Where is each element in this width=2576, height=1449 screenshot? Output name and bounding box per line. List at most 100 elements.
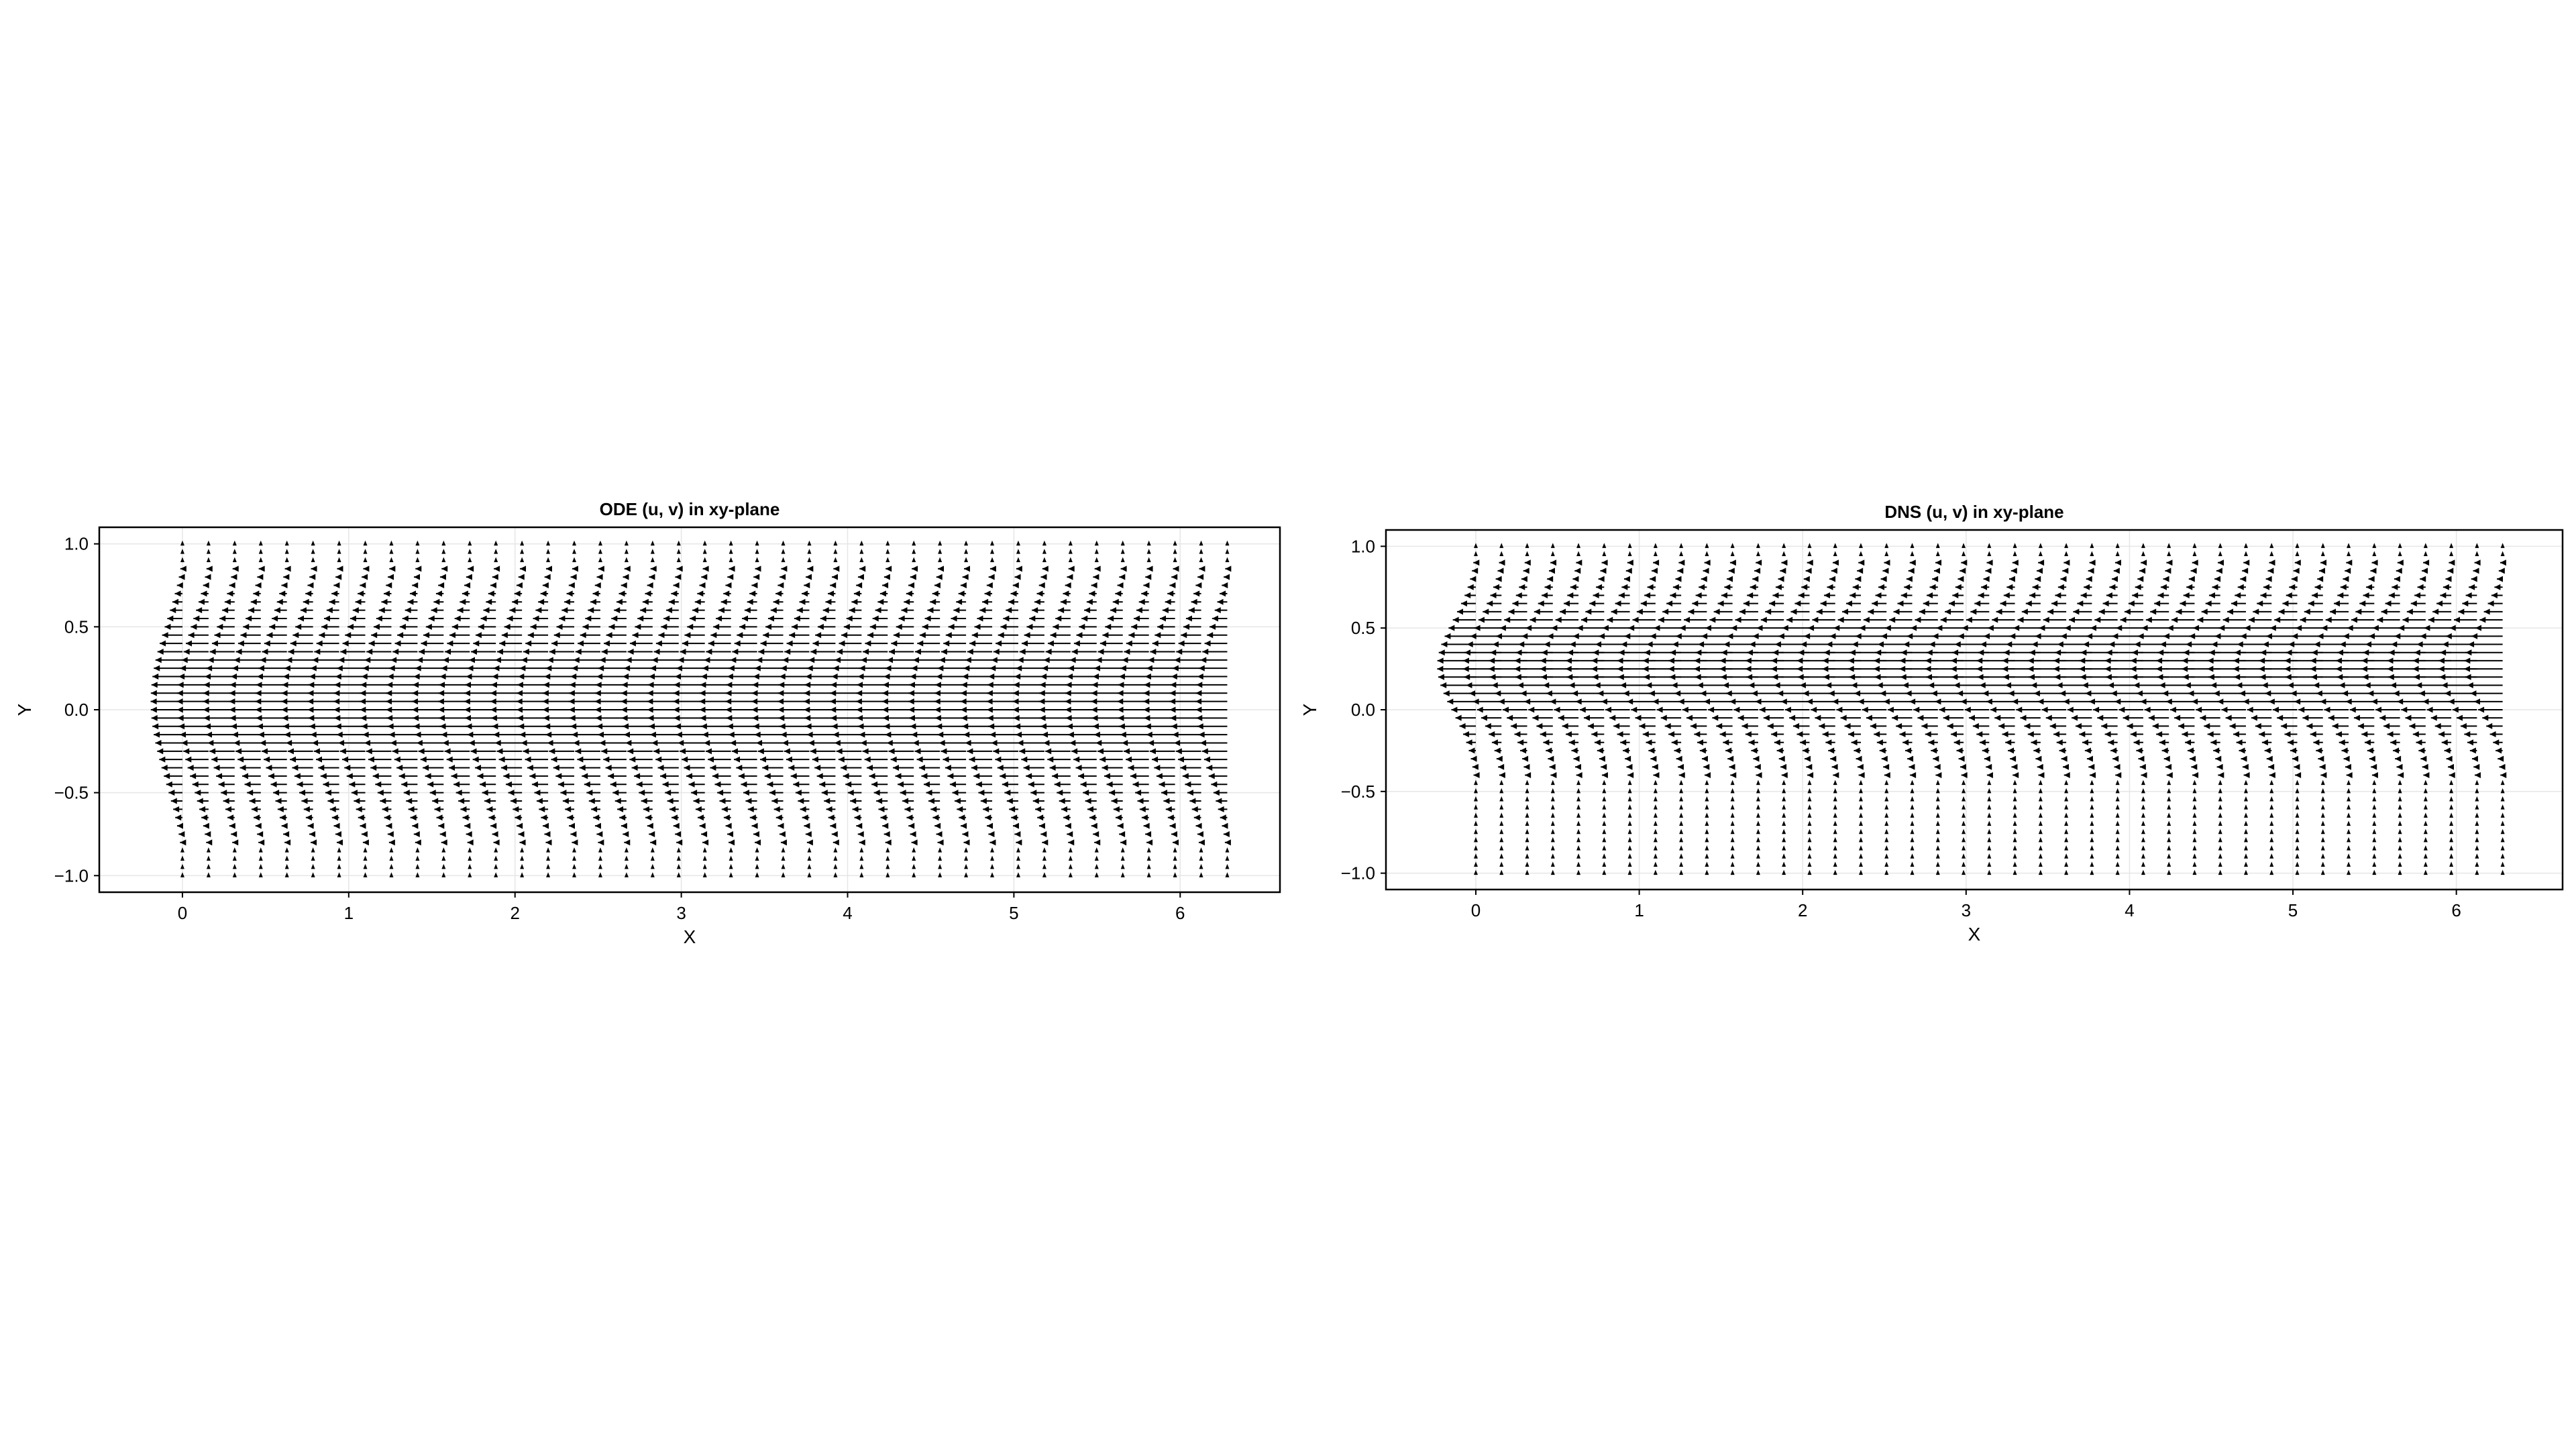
quiver-arrow: [412, 582, 419, 589]
arrow-head: [490, 698, 496, 705]
quiver-arrow: [749, 590, 757, 597]
arrow-head: [387, 830, 394, 837]
quiver-arrow: [608, 623, 627, 630]
arrow-head: [363, 855, 368, 861]
arrow-head: [542, 582, 549, 589]
quiver-arrow: [493, 839, 500, 846]
quiver-arrow: [826, 806, 836, 812]
arrow-head: [1084, 607, 1091, 614]
arrow-head: [1047, 756, 1054, 763]
arrow-head: [778, 682, 785, 688]
arrow-head: [180, 665, 186, 672]
arrow-head: [1172, 731, 1179, 738]
arrow-head: [1172, 839, 1179, 846]
arrow-head: [1040, 830, 1047, 837]
arrow-head: [258, 557, 263, 562]
arrow-head: [986, 706, 993, 713]
arrow-head: [808, 739, 814, 746]
arrow-head: [415, 863, 420, 869]
quiver-arrow: [938, 557, 943, 562]
quiver-arrow: [1499, 820, 1504, 826]
quiver-arrow: [1115, 590, 1123, 597]
quiver-arrow: [1083, 790, 1097, 796]
arrow-head: [282, 674, 289, 680]
quiver-arrow: [1093, 830, 1099, 837]
quiver-arrow: [335, 574, 342, 580]
quiver-arrow: [726, 682, 757, 688]
arrow-head: [203, 682, 210, 688]
arrow-head: [542, 690, 549, 696]
quiver-arrow: [439, 674, 470, 680]
quiver-arrow: [1040, 723, 1071, 730]
quiver-arrow: [1489, 731, 1502, 738]
quiver-arrow: [1183, 623, 1201, 630]
arrow-head: [956, 598, 963, 605]
quiver-arrow: [1220, 814, 1228, 821]
arrow-head: [702, 847, 707, 853]
ode-quiver-panel: ODE (u, v) in xy-plane 0 1 2 3 4 5 6 −1.0 −0.5 0.0…: [0, 490, 1288, 959]
quiver-arrow: [468, 739, 496, 746]
arrow-head: [731, 748, 738, 755]
arrow-head: [1472, 568, 1479, 574]
arrow-head: [546, 540, 551, 546]
arrow-head: [1225, 549, 1230, 554]
arrow-head: [730, 657, 737, 663]
arrow-head: [1193, 590, 1200, 597]
quiver-arrow: [983, 806, 993, 812]
arrow-head: [1032, 607, 1038, 614]
quiver-arrow: [281, 822, 288, 829]
quiver-arrow: [180, 855, 184, 861]
arrow-head: [642, 598, 649, 605]
arrow-head: [749, 814, 756, 821]
arrow-head: [1462, 731, 1469, 738]
arrow-head: [624, 549, 629, 554]
quiver-arrow: [912, 855, 916, 861]
arrow-head: [937, 731, 944, 738]
quiver-arrow: [545, 665, 575, 672]
arrow-head: [1099, 640, 1106, 647]
quiver-arrow: [1225, 566, 1232, 572]
quiver-arrow: [864, 756, 888, 763]
quiver-arrow: [350, 615, 366, 622]
arrow-head: [460, 598, 466, 605]
quiver-arrow: [793, 781, 810, 788]
quiver-arrow: [908, 714, 941, 721]
arrow-head: [755, 549, 759, 554]
arrow-head: [438, 822, 445, 829]
quiver-arrow: [514, 590, 523, 597]
quiver-arrow: [1455, 714, 1476, 721]
arrow-head: [885, 855, 890, 861]
quiver-arrow: [206, 566, 213, 572]
arrow-head: [180, 872, 184, 877]
quiver-arrow: [936, 830, 943, 837]
quiver-arrow: [1173, 566, 1179, 572]
arrow-head: [206, 855, 211, 861]
arrow-head: [667, 798, 674, 804]
quiver-arrow: [1146, 557, 1151, 562]
arrow-head: [386, 682, 393, 688]
arrow-head: [176, 822, 183, 829]
arrow-head: [971, 765, 977, 771]
arrow-head: [859, 839, 865, 846]
quiver-arrow: [755, 872, 759, 877]
arrow-head: [908, 582, 915, 589]
arrow-head: [154, 665, 160, 672]
arrow-head: [1197, 674, 1203, 680]
quiver-arrow: [684, 632, 705, 639]
arrow-head: [1134, 615, 1140, 622]
arrow-head: [743, 790, 749, 796]
arrow-head: [384, 814, 390, 821]
arrow-head: [727, 674, 733, 680]
quiver-arrow: [337, 863, 341, 869]
arrow-head: [1120, 855, 1125, 861]
quiver-arrow: [885, 557, 890, 562]
arrow-head: [1016, 540, 1020, 546]
arrow-head: [779, 723, 786, 730]
arrow-head: [1081, 615, 1088, 622]
arrow-head: [836, 748, 843, 755]
arrow-head: [598, 863, 602, 869]
quiver-arrow: [756, 739, 784, 746]
quiver-arrow: [594, 822, 601, 829]
quiver-arrow: [258, 731, 287, 738]
quiver-arrow: [621, 582, 627, 589]
